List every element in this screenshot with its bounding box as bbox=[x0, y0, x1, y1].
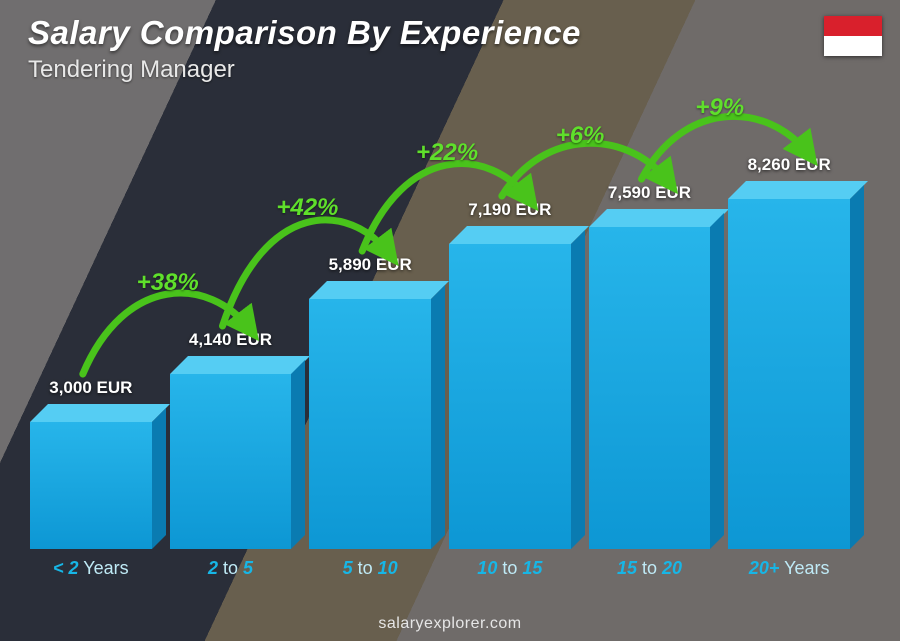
increase-arc bbox=[642, 116, 810, 179]
flag-bottom-stripe bbox=[824, 36, 882, 56]
increase-pct-label: +38% bbox=[137, 269, 199, 297]
infographic-stage: Salary Comparison By Experience Tenderin… bbox=[0, 0, 900, 641]
footer-attribution: salaryexplorer.com bbox=[0, 615, 900, 633]
increase-arcs bbox=[30, 120, 850, 581]
bar-chart: 3,000 EUR< 2 Years4,140 EUR2 to 55,890 E… bbox=[30, 120, 850, 581]
page-title: Salary Comparison By Experience bbox=[28, 14, 581, 52]
increase-arc bbox=[83, 293, 251, 374]
flag-top-stripe bbox=[824, 16, 882, 36]
country-flag bbox=[824, 16, 882, 56]
increase-arc bbox=[362, 164, 530, 251]
increase-pct-label: +22% bbox=[416, 139, 478, 167]
bar-side-face bbox=[850, 185, 864, 549]
page-subtitle: Tendering Manager bbox=[28, 56, 235, 84]
increase-pct-label: +9% bbox=[695, 94, 744, 122]
increase-pct-label: +42% bbox=[276, 194, 338, 222]
increase-pct-label: +6% bbox=[556, 122, 605, 150]
